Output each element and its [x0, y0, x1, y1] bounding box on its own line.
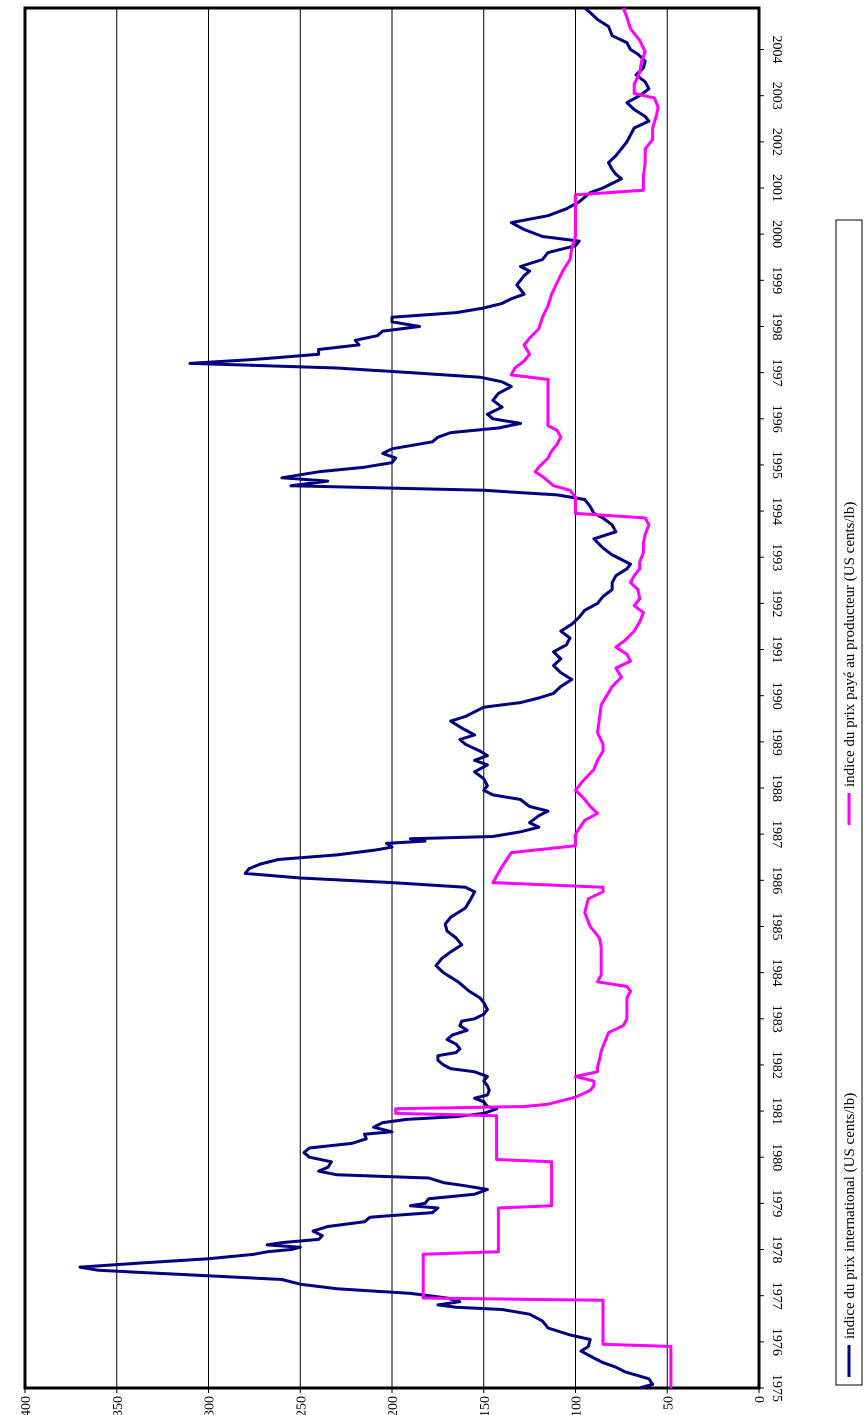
time-tick-label: 1982 [769, 1051, 784, 1079]
time-tick-label: 1984 [769, 959, 784, 987]
time-tick-label: 1996 [769, 405, 784, 433]
time-tick-label: 1993 [769, 543, 784, 571]
value-tick-label: 150 [478, 1396, 493, 1415]
time-tick-label: 1992 [769, 589, 784, 617]
time-tick-label: 1986 [769, 866, 784, 894]
time-tick-label: 1999 [769, 266, 784, 294]
series-line-international [78, 6, 655, 1390]
value-tick-label: 0 [753, 1396, 768, 1403]
time-tick-label: 1981 [769, 1097, 784, 1125]
time-tick-label: 2004 [769, 36, 784, 64]
time-tick-label: 1977 [769, 1282, 784, 1310]
time-tick-label: 1995 [769, 451, 784, 479]
time-axis: 1975 1976 1977 1978 1979 1980 1981 1982 1983 1984… [759, 36, 784, 1402]
time-tick-label: 1975 [769, 1374, 784, 1402]
value-tick-label: 100 [570, 1396, 585, 1415]
time-tick-label: 1985 [769, 912, 784, 940]
time-tick-label: 1991 [769, 636, 784, 664]
gridlines [116, 8, 668, 1388]
series-line-producer [394, 7, 673, 1388]
time-tick-label: 2000 [769, 220, 784, 248]
value-tick-label: 250 [294, 1396, 309, 1415]
time-tick-label: 1979 [769, 1189, 784, 1217]
legend-label-international: indice du prix international (US cents/l… [842, 1093, 858, 1339]
time-tick-label: 1983 [769, 1005, 784, 1033]
time-tick-label: 2001 [769, 174, 784, 202]
time-tick-label: 1988 [769, 774, 784, 802]
value-tick-label: 50 [661, 1396, 676, 1410]
time-tick-label: 1990 [769, 682, 784, 710]
time-tick-label: 1998 [769, 312, 784, 340]
time-tick-label: 1994 [769, 497, 784, 525]
legend-label-producer: indice du prix payé au producteur (US ce… [842, 502, 858, 787]
time-tick-label: 1987 [769, 820, 784, 848]
value-axis: 0 50 100 150 200 250 300 350 400 [19, 1388, 768, 1415]
time-tick-label: 2003 [769, 82, 784, 110]
time-tick-label: 2002 [769, 128, 784, 156]
time-tick-label: 1976 [769, 1328, 784, 1356]
time-tick-label: 1989 [769, 728, 784, 756]
time-tick-label: 1978 [769, 1236, 784, 1264]
legend: indice du prix international (US cents/l… [835, 219, 863, 1386]
value-tick-label: 200 [386, 1396, 401, 1415]
time-tick-label: 1980 [769, 1143, 784, 1171]
time-tick-label: 1997 [769, 359, 784, 387]
value-tick-label: 350 [111, 1396, 126, 1415]
series-layer [78, 6, 673, 1390]
value-tick-label: 400 [19, 1396, 34, 1415]
value-tick-label: 300 [203, 1396, 218, 1415]
